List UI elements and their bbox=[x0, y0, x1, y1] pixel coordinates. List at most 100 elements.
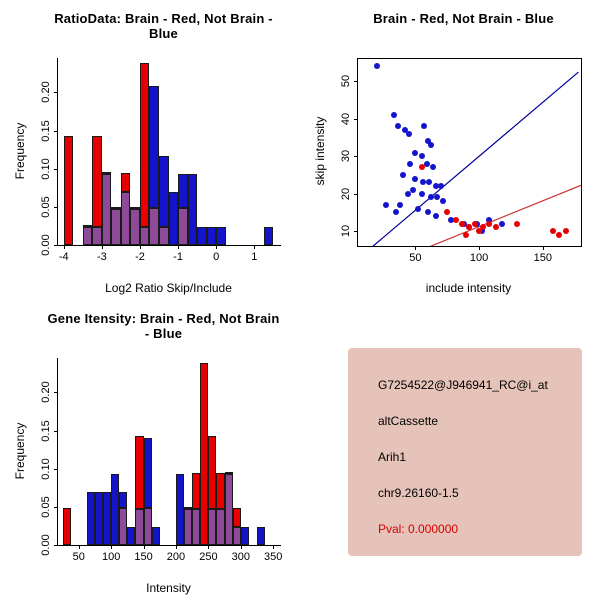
info-box: G7254522@J946941_RC@i_at altCassette Ari… bbox=[348, 348, 582, 556]
scatter-point bbox=[397, 201, 404, 208]
x-tick-mark bbox=[479, 246, 481, 250]
y-tick-mark bbox=[54, 392, 58, 394]
y-tick-label: 0.05 bbox=[40, 496, 52, 518]
x-tick-label: 1 bbox=[251, 251, 258, 263]
scatter-point bbox=[427, 142, 434, 149]
scatter-point bbox=[404, 190, 411, 197]
hist-bar bbox=[263, 227, 274, 245]
scatter-point bbox=[453, 216, 460, 223]
scatter-point bbox=[405, 130, 412, 137]
gene-info-panel: G7254522@J946941_RC@i_at altCassette Ari… bbox=[300, 300, 600, 600]
y-tick-label: 30 bbox=[340, 150, 352, 163]
y-axis-label: Frequency bbox=[13, 422, 27, 480]
hist-bar bbox=[200, 363, 209, 545]
scatter-point bbox=[463, 231, 470, 238]
hist-bar bbox=[178, 208, 188, 245]
y-tick-mark bbox=[354, 118, 358, 120]
chromosome-location-text: chr9.26160-1.5 bbox=[378, 486, 459, 500]
hist-bar bbox=[119, 508, 128, 545]
scatter-point bbox=[383, 201, 390, 208]
y-tick-label: 0.10 bbox=[40, 457, 52, 480]
hist-bar bbox=[208, 509, 217, 545]
y-tick-mark bbox=[54, 206, 58, 208]
hist-bar bbox=[149, 208, 159, 245]
chart-title: RatioData: Brain - Red, Not Brain - Blue bbox=[54, 11, 273, 41]
hist-bar bbox=[208, 435, 217, 510]
hist-bar bbox=[175, 474, 185, 545]
scatter-point bbox=[432, 213, 439, 220]
hist-bar bbox=[257, 527, 266, 545]
scatter-point bbox=[426, 179, 433, 186]
x-tick-label: 350 bbox=[264, 551, 283, 563]
hist-bar bbox=[206, 227, 217, 245]
hist-bar bbox=[143, 438, 152, 509]
hist-bar bbox=[111, 209, 121, 245]
hist-bar bbox=[101, 174, 112, 245]
x-tick-label: 250 bbox=[199, 551, 218, 563]
hist-bar bbox=[139, 63, 150, 228]
scatter-point bbox=[430, 164, 437, 171]
x-tick-label: 200 bbox=[166, 551, 186, 563]
hist-bar bbox=[92, 227, 102, 245]
x-tick-mark bbox=[415, 246, 417, 250]
chart-title: Brain - Red, Not Brain - Blue bbox=[373, 11, 554, 26]
hist-bar bbox=[135, 509, 144, 545]
hist-bar bbox=[111, 207, 121, 210]
fit-lines bbox=[358, 59, 581, 246]
y-tick-mark bbox=[54, 130, 58, 132]
scatter-point bbox=[432, 183, 439, 190]
hist-bar bbox=[168, 191, 179, 245]
hist-bar bbox=[103, 491, 112, 545]
x-tick-mark bbox=[143, 545, 145, 549]
y-tick-label: 0.15 bbox=[40, 119, 52, 142]
hist-bar bbox=[62, 508, 71, 545]
y-tick-mark bbox=[354, 193, 358, 195]
hist-bar bbox=[159, 156, 169, 227]
x-tick-label: 0 bbox=[213, 251, 220, 263]
x-tick-mark bbox=[63, 245, 65, 249]
y-tick-mark bbox=[54, 168, 58, 170]
hist-bar bbox=[192, 472, 201, 510]
y-tick-label: 0.00 bbox=[40, 234, 52, 256]
hist-bar bbox=[143, 508, 152, 545]
scatter-point bbox=[409, 186, 416, 193]
y-tick-label: 40 bbox=[340, 112, 352, 125]
x-tick-label: -3 bbox=[96, 251, 107, 263]
scatter-point bbox=[425, 138, 432, 145]
scatter-point bbox=[402, 127, 409, 134]
hist-bar bbox=[139, 227, 150, 245]
scatter-point bbox=[390, 112, 397, 119]
scatter-point bbox=[399, 171, 406, 178]
scatter-point bbox=[486, 216, 493, 223]
probe-id-text: G7254522@J946941_RC@i_at bbox=[378, 378, 548, 392]
scatter-point bbox=[556, 231, 563, 238]
hist-bar bbox=[159, 226, 169, 245]
scatter-point bbox=[393, 209, 400, 216]
scatter-point bbox=[437, 183, 444, 190]
x-tick-label: 100 bbox=[101, 551, 121, 563]
scatter-point bbox=[448, 216, 455, 223]
y-tick-label: 0.15 bbox=[40, 419, 52, 442]
y-tick-mark bbox=[54, 506, 58, 508]
chart-title: Gene Itensity: Brain - Red, Not Brain - … bbox=[47, 311, 280, 341]
x-tick-mark bbox=[254, 245, 256, 249]
scatter-point bbox=[418, 153, 425, 160]
scatter-point bbox=[427, 194, 434, 201]
scatter-point bbox=[440, 198, 447, 205]
y-tick-label: 0.00 bbox=[40, 534, 52, 556]
x-tick-label: -2 bbox=[135, 251, 145, 263]
scatter-point bbox=[414, 205, 421, 212]
hist-bar bbox=[232, 508, 241, 528]
y-tick-mark bbox=[354, 81, 358, 83]
hist-bar bbox=[94, 491, 104, 545]
scatter-point bbox=[459, 220, 466, 227]
hist-bar bbox=[197, 227, 207, 245]
x-tick-mark bbox=[216, 245, 218, 249]
y-tick-label: 0.10 bbox=[40, 157, 52, 180]
y-tick-label: 10 bbox=[340, 224, 352, 238]
x-tick-label: -4 bbox=[58, 251, 69, 263]
x-tick-mark bbox=[111, 545, 113, 549]
x-tick-mark bbox=[542, 246, 544, 250]
scatter-point bbox=[434, 194, 440, 201]
y-tick-mark bbox=[54, 468, 58, 470]
